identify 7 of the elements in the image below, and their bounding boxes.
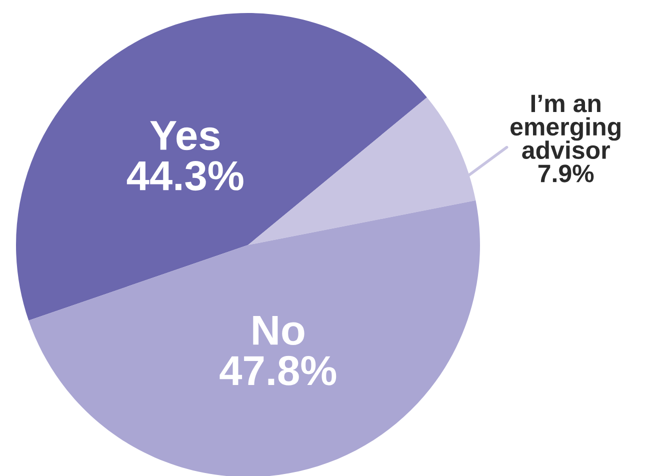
slice-label: No bbox=[253, 316, 304, 346]
pie-slice bbox=[28, 200, 480, 476]
data-label: 7.9% bbox=[538, 164, 594, 182]
data-label: 47.8% bbox=[220, 356, 336, 386]
data-label: 44.3% bbox=[126, 161, 244, 191]
slice-label: Yes bbox=[150, 121, 220, 150]
slice-label: I’m an emerging advisor bbox=[510, 94, 620, 160]
